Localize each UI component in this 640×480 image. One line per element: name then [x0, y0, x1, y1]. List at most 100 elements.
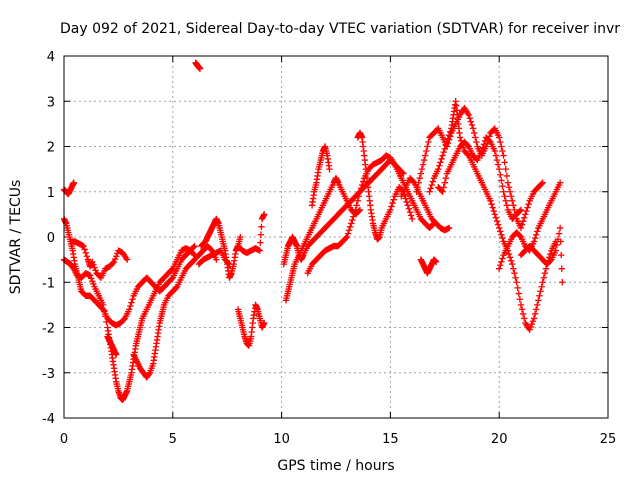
series-N	[308, 143, 333, 209]
data-point	[499, 234, 506, 242]
data-point	[207, 246, 215, 253]
data-point	[501, 193, 508, 200]
data-point	[512, 274, 519, 281]
data-point	[416, 174, 423, 182]
series-Q	[398, 174, 453, 234]
data-point	[390, 196, 397, 203]
data-point	[403, 198, 410, 206]
data-point	[437, 159, 444, 166]
x-tick-label: 15	[382, 432, 399, 447]
data-point	[355, 207, 363, 215]
data-point	[517, 224, 525, 232]
data-point	[535, 297, 542, 304]
y-tick-label: -4	[42, 412, 55, 427]
data-point	[419, 161, 427, 168]
data-point	[90, 280, 97, 288]
data-point	[432, 258, 440, 266]
data-point	[123, 256, 131, 263]
series-P	[354, 129, 416, 243]
data-point	[490, 207, 497, 215]
data-point	[113, 253, 120, 260]
data-point	[530, 238, 538, 245]
data-point	[505, 184, 513, 191]
data-point	[515, 290, 522, 297]
data-point	[466, 115, 474, 122]
data-point	[128, 299, 135, 306]
data-point	[80, 242, 87, 250]
data-point	[521, 214, 528, 221]
data-point	[532, 306, 540, 313]
data-point	[418, 165, 426, 173]
data-point	[91, 264, 98, 271]
y-tick-label: 0	[47, 231, 55, 246]
data-point	[529, 318, 537, 325]
series-E	[68, 238, 131, 281]
data-point	[442, 142, 450, 149]
data-point	[503, 202, 511, 209]
series-R	[417, 256, 440, 277]
data-point	[553, 241, 561, 249]
data-point	[498, 177, 505, 184]
data-point	[111, 255, 119, 263]
series-J	[234, 211, 268, 257]
data-point	[509, 260, 516, 268]
data-point	[343, 233, 351, 241]
data-point	[501, 159, 508, 166]
data-point	[414, 184, 421, 191]
data-point	[552, 247, 559, 254]
data-point	[83, 253, 91, 260]
y-tick-label: 1	[47, 186, 55, 201]
data-point	[257, 239, 264, 246]
data-point	[538, 283, 545, 290]
data-point	[225, 259, 232, 267]
data-point	[440, 184, 447, 191]
series-M	[282, 174, 364, 304]
data-point	[513, 279, 520, 286]
data-point	[537, 288, 544, 295]
data-point	[497, 262, 504, 269]
data-point	[190, 250, 197, 258]
data-point	[518, 306, 526, 313]
data-point	[525, 200, 532, 208]
data-point	[190, 243, 197, 251]
data-point	[417, 170, 425, 177]
data-point	[354, 197, 361, 204]
grid-lines	[64, 56, 608, 418]
data-point	[344, 230, 352, 237]
data-point	[517, 206, 525, 214]
series-I	[195, 247, 233, 268]
data-point	[500, 152, 507, 159]
data-point	[486, 137, 493, 145]
data-point	[168, 266, 175, 274]
data-point	[70, 179, 77, 186]
data-point	[410, 178, 417, 185]
data-point	[352, 206, 359, 214]
data-point	[494, 221, 502, 228]
data-point	[559, 279, 566, 286]
data-point	[345, 227, 353, 234]
data-point	[435, 165, 442, 173]
data-point	[90, 261, 97, 268]
data-point	[423, 147, 430, 155]
data-point	[256, 247, 264, 254]
data-point	[502, 197, 509, 204]
data-point	[81, 246, 88, 253]
data-point	[555, 230, 563, 237]
series-D	[60, 179, 77, 198]
data-point	[456, 134, 464, 141]
y-tick-label: -3	[42, 367, 55, 382]
data-point	[120, 316, 128, 323]
data-point	[510, 265, 517, 272]
x-tick-label: 10	[273, 432, 290, 447]
data-point	[470, 129, 478, 137]
data-point	[504, 179, 512, 186]
data-point	[407, 212, 415, 219]
data-point	[350, 213, 357, 220]
data-point	[518, 221, 526, 228]
data-point	[519, 310, 527, 318]
series-G	[192, 59, 204, 72]
data-point	[541, 270, 549, 277]
data-point	[440, 148, 447, 156]
